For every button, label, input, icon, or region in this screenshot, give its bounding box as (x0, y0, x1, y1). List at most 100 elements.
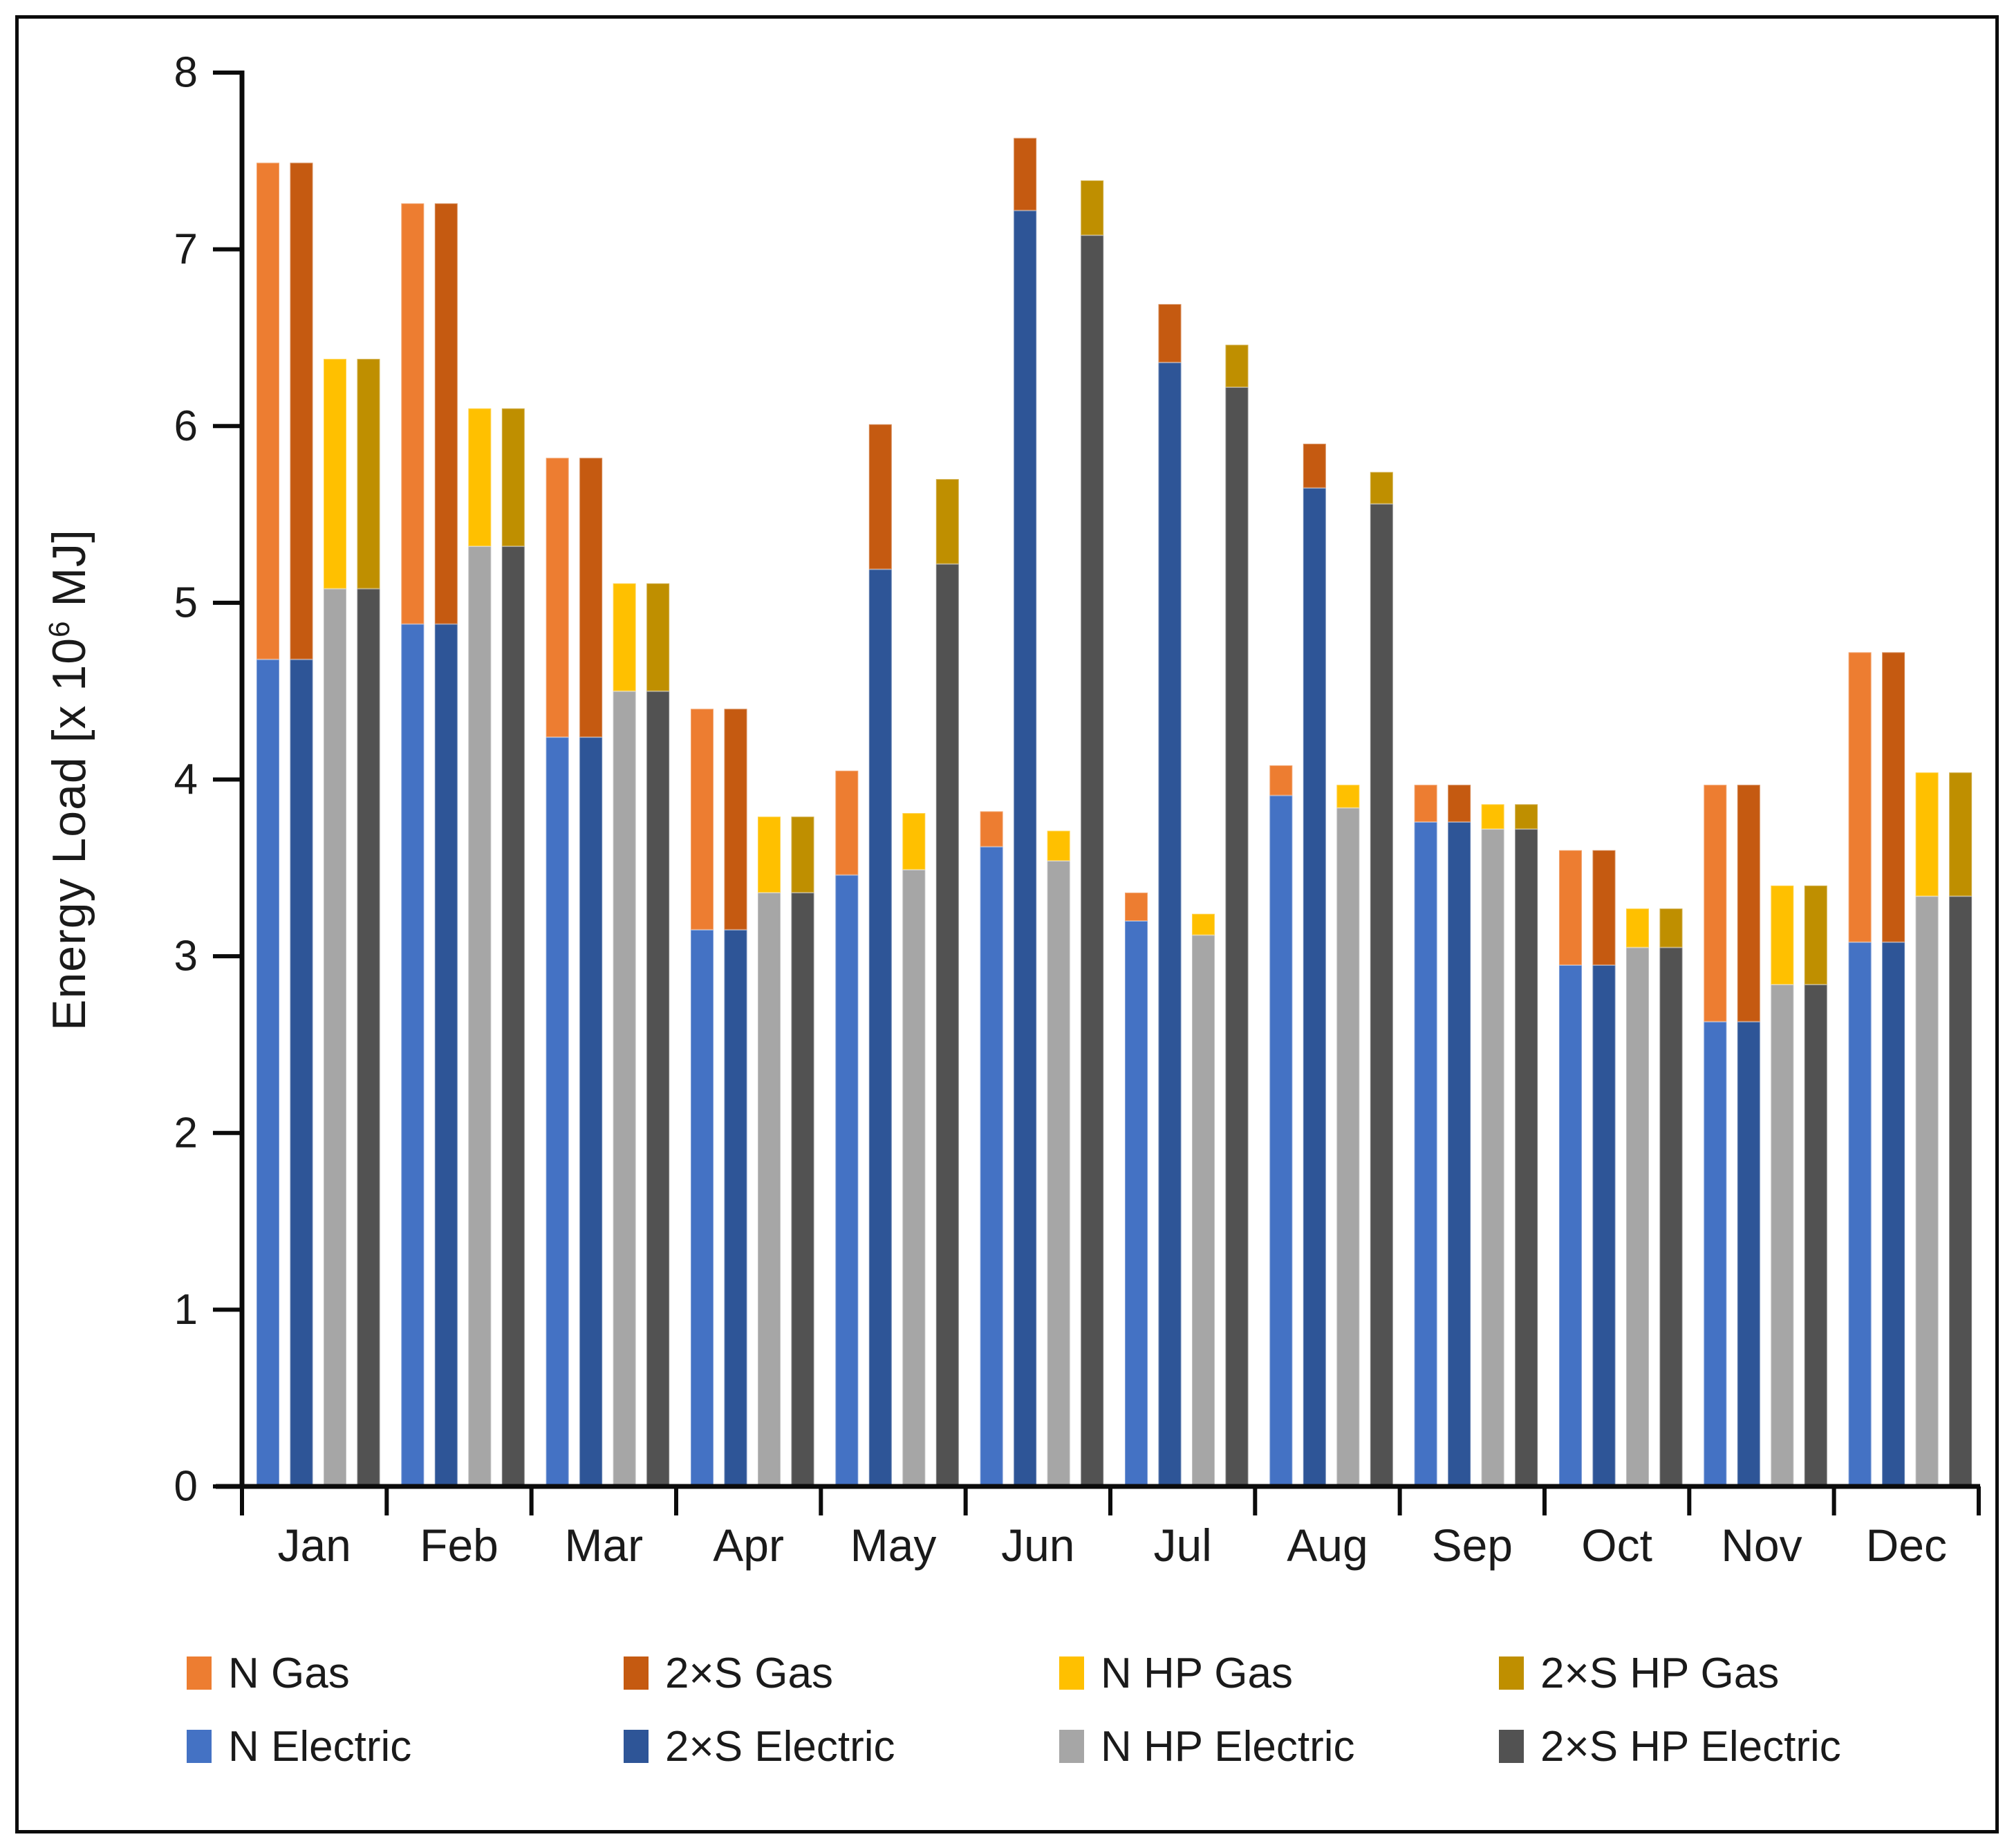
bar-n-hp-gas-sep (1480, 803, 1505, 830)
legend-item-2xs-gas: 2×S Gas (624, 1650, 833, 1697)
bar-n-electric-nov (1703, 1020, 1728, 1488)
bar-2xs-gas-jul (1157, 303, 1182, 364)
y-tick-label-5: 5 (174, 579, 198, 626)
bar-2xs-electric-jun (1013, 209, 1038, 1488)
legend-swatch-n-hp-gas (1059, 1656, 1084, 1690)
bar-n-gas-dec (1847, 651, 1872, 943)
bar-n-electric-feb (400, 623, 425, 1487)
bar-2xs-gas-jan (289, 162, 314, 660)
bar-2xs-electric-nov (1736, 1020, 1761, 1488)
bar-n-hp-gas-mar (612, 582, 637, 692)
bar-n-hp-gas-jun (1046, 830, 1071, 862)
legend-swatch-2xs-gas (624, 1656, 649, 1690)
bar-n-hp-gas-may (902, 812, 926, 870)
bar-n-hp-electric-jan (323, 588, 347, 1487)
bar-n-gas-apr (689, 708, 714, 931)
y-tick-label-4: 4 (174, 756, 198, 803)
legend-item-2xs-hp-electric: 2×S HP Electric (1499, 1723, 1841, 1771)
month-label-jun: Jun (1001, 1520, 1074, 1571)
month-label-mar: Mar (564, 1520, 643, 1571)
bar-n-hp-electric-apr (756, 892, 781, 1487)
bar-n-electric-jan (256, 658, 280, 1487)
month-label-sep: Sep (1432, 1520, 1513, 1571)
legend-item-n-hp-gas: N HP Gas (1059, 1650, 1293, 1697)
bar-n-electric-jun (979, 846, 1004, 1487)
bar-n-hp-electric-feb (467, 545, 492, 1488)
legend-item-n-hp-electric: N HP Electric (1059, 1723, 1355, 1771)
bar-2xs-electric-apr (723, 928, 748, 1487)
legend-label-n-hp-electric: N HP Electric (1101, 1722, 1355, 1771)
bar-2xs-electric-may (868, 568, 893, 1487)
bar-n-gas-sep (1413, 784, 1438, 823)
month-label-nov: Nov (1721, 1520, 1802, 1571)
legend-label-2xs-hp-electric: 2×S HP Electric (1540, 1722, 1841, 1771)
bar-2xs-electric-jan (289, 658, 314, 1487)
legend-label-n-electric: N Electric (228, 1722, 412, 1771)
bar-n-gas-jun (979, 810, 1004, 848)
y-axis-title-text: Energy Load [x 10 (43, 637, 95, 1031)
month-label-jan: Jan (277, 1520, 351, 1571)
bar-n-electric-dec (1847, 941, 1872, 1488)
y-axis-title-superscript: 6 (42, 620, 75, 637)
bar-n-gas-jan (256, 162, 280, 660)
bar-2xs-electric-jul (1157, 362, 1182, 1487)
bar-2xs-hp-gas-sep (1514, 803, 1539, 830)
bar-2xs-hp-electric-jan (356, 588, 381, 1487)
bar-n-hp-electric-aug (1336, 807, 1361, 1487)
legend-item-n-electric: N Electric (187, 1723, 411, 1771)
bar-n-electric-oct (1558, 964, 1583, 1487)
bar-2xs-hp-gas-dec (1948, 772, 1973, 897)
bar-2xs-electric-dec (1881, 941, 1906, 1488)
bar-2xs-hp-electric-sep (1514, 828, 1539, 1487)
bar-n-gas-may (834, 769, 859, 876)
bar-2xs-electric-mar (579, 736, 604, 1487)
legend-swatch-n-gas (187, 1656, 212, 1690)
bar-2xs-hp-electric-jul (1224, 386, 1249, 1488)
bar-n-hp-gas-oct (1625, 908, 1650, 949)
bar-n-electric-mar (545, 736, 570, 1487)
legend-item-2xs-hp-gas: 2×S HP Gas (1499, 1650, 1779, 1697)
legend-label-2xs-hp-gas: 2×S HP Gas (1540, 1649, 1780, 1697)
bar-2xs-gas-jun (1013, 137, 1038, 212)
bar-n-hp-gas-feb (467, 407, 492, 548)
bar-2xs-hp-electric-may (935, 563, 960, 1488)
y-axis-title-units: MJ] (43, 529, 95, 621)
bar-n-hp-gas-nov (1770, 884, 1795, 986)
bar-2xs-gas-may (868, 423, 893, 570)
bar-n-gas-oct (1558, 849, 1583, 966)
bar-n-electric-aug (1269, 794, 1294, 1487)
y-tick-label-2: 2 (174, 1109, 198, 1157)
bar-n-gas-feb (400, 203, 425, 625)
month-label-feb: Feb (420, 1520, 498, 1571)
bar-2xs-hp-electric-nov (1803, 984, 1828, 1487)
bar-n-gas-aug (1269, 765, 1294, 796)
bar-2xs-electric-oct (1592, 964, 1616, 1487)
bar-n-electric-jul (1123, 920, 1148, 1487)
legend-label-n-hp-gas: N HP Gas (1101, 1649, 1293, 1697)
bar-2xs-hp-electric-aug (1369, 503, 1394, 1487)
bar-2xs-hp-electric-feb (501, 545, 525, 1488)
bar-2xs-gas-nov (1736, 784, 1761, 1023)
y-tick-label-6: 6 (174, 402, 198, 450)
month-label-jul: Jul (1153, 1520, 1211, 1571)
bar-2xs-gas-feb (433, 203, 458, 625)
legend-label-2xs-electric: 2×S Electric (665, 1722, 895, 1771)
legend-swatch-n-electric (187, 1730, 212, 1763)
legend-swatch-n-hp-electric (1059, 1730, 1084, 1763)
bar-2xs-hp-gas-nov (1803, 884, 1828, 986)
bar-2xs-gas-sep (1447, 784, 1472, 823)
bar-2xs-hp-gas-feb (501, 407, 525, 548)
bar-2xs-hp-electric-jun (1080, 234, 1105, 1487)
bar-n-hp-electric-jul (1191, 934, 1215, 1487)
bar-n-hp-gas-aug (1336, 784, 1361, 809)
y-axis-title: Energy Load [x 106 MJ] (42, 529, 96, 1031)
y-tick-label-3: 3 (174, 933, 198, 980)
bar-n-hp-gas-jan (323, 358, 347, 590)
bar-n-gas-mar (545, 457, 570, 738)
y-tick-label-1: 1 (174, 1286, 198, 1334)
y-tick-label-0: 0 (174, 1463, 198, 1511)
bar-2xs-hp-electric-dec (1948, 895, 1973, 1487)
month-label-aug: Aug (1287, 1520, 1368, 1571)
legend-item-n-gas: N Gas (187, 1650, 350, 1697)
